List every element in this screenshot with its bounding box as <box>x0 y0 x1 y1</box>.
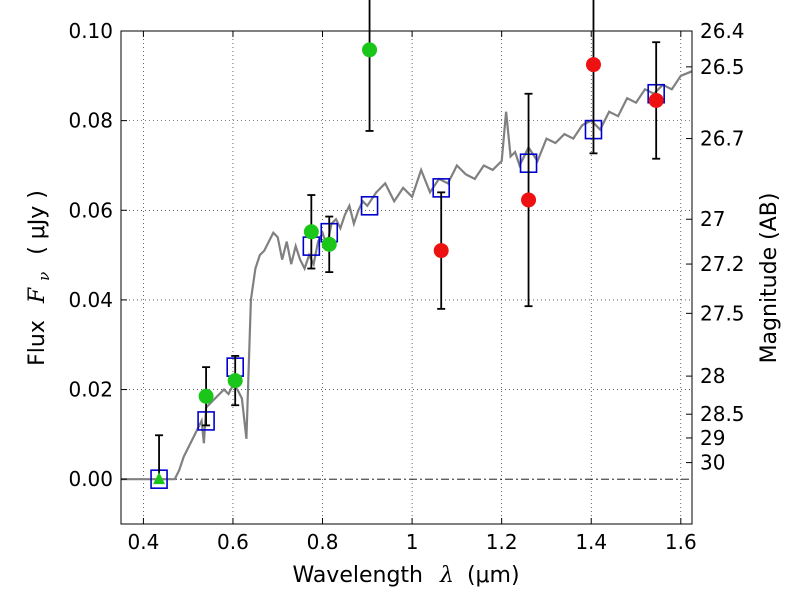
y2-tick-label: 26.5 <box>700 55 745 79</box>
y2-axis-label: Magnitude (AB) <box>757 193 782 364</box>
data-point-red <box>433 243 449 259</box>
y-tick-label: 0.04 <box>68 288 113 312</box>
y2-tick-label: 28.5 <box>700 402 745 426</box>
data-point-green <box>198 388 214 404</box>
y-tick-label: 0.02 <box>68 378 113 402</box>
y2-tick-label: 26.7 <box>700 127 745 151</box>
data-point-green <box>321 236 337 252</box>
markers <box>150 0 665 489</box>
y-tick-label: 0.06 <box>68 198 113 222</box>
y2-tick-label: 27.2 <box>700 252 745 276</box>
data-point-green <box>227 373 243 389</box>
y2-tick-label: 27.5 <box>700 301 745 325</box>
y2-tick-label: 30 <box>700 451 725 475</box>
data-point-green <box>303 224 319 240</box>
x-axis-label-text: Wavelength <box>292 563 423 588</box>
y-tick-label: 0.08 <box>68 109 113 133</box>
y-tick-label: 0.10 <box>68 19 113 43</box>
y-axis-label-text: Flux <box>25 320 50 366</box>
y-axis-label-subscript: ν <box>35 272 53 281</box>
x-tick-label: 0.6 <box>217 530 249 554</box>
x-tick-label: 0.4 <box>127 530 159 554</box>
data-point-red <box>648 92 664 108</box>
x-axis-label: Wavelength λ (μm) <box>292 563 519 588</box>
y2-tick-label: 26.4 <box>700 19 745 43</box>
x-axis-label-symbol: λ <box>439 563 454 588</box>
model-band-square <box>360 195 379 216</box>
x-axis-label-unit: (μm) <box>467 563 520 588</box>
x-tick-label: 1.4 <box>575 530 607 554</box>
y-axis-label-symbol: F <box>25 287 50 304</box>
y2-tick-label: 28 <box>700 364 725 388</box>
x-tick-label: 1.2 <box>486 530 518 554</box>
data-point-red <box>521 192 537 208</box>
model-spectrum-line <box>121 70 693 481</box>
y-axis-label-unit: ( μJy ) <box>25 190 50 255</box>
plot-frame <box>120 30 693 525</box>
x-tick-label: 0.8 <box>307 530 339 554</box>
ticks: 0.4 0.6 0.8 1 1.2 1.4 1.6 0.00 0.02 0.04 0.06 0.08 0… <box>68 19 744 554</box>
y-tick-label: 0.00 <box>68 467 113 491</box>
data-point-green <box>362 42 378 58</box>
x-tick-label: 1.6 <box>665 530 697 554</box>
data-point-red <box>585 57 601 73</box>
upper-limit-triangle <box>153 472 166 485</box>
x-tick-label: 1 <box>406 530 419 554</box>
y2-tick-label: 29 <box>700 426 725 450</box>
y-axis-label: Flux F ν ( μJy ) <box>25 190 55 366</box>
y2-tick-label: 27 <box>700 207 725 231</box>
